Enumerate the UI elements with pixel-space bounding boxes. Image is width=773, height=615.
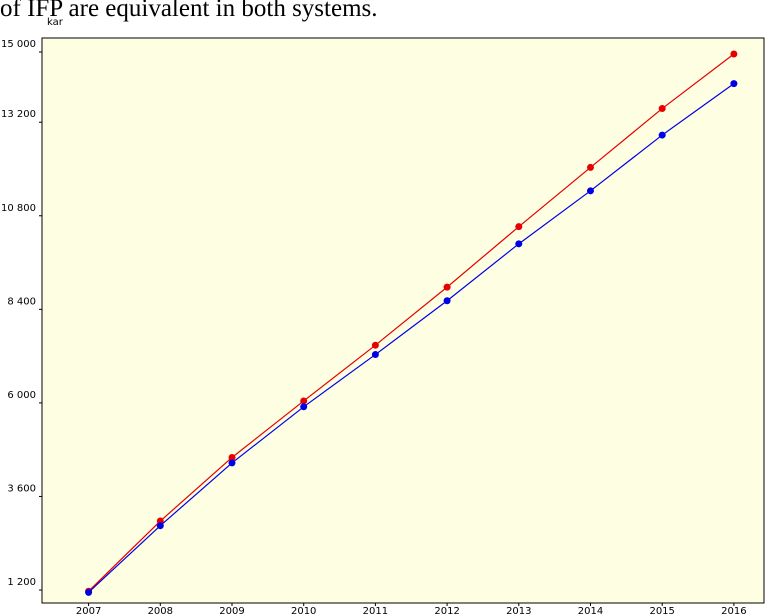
x-tick-label: 2012 xyxy=(434,606,459,615)
y-tick-label: 3 600 xyxy=(7,483,36,494)
point xyxy=(300,403,308,411)
plot-area xyxy=(41,37,765,604)
point xyxy=(228,453,236,461)
point xyxy=(658,105,666,113)
x-tick-label: 2011 xyxy=(363,606,388,615)
series-line xyxy=(88,53,735,592)
x-tick-label: 2016 xyxy=(721,606,746,615)
point xyxy=(658,131,666,139)
x-tick-label: 2010 xyxy=(291,606,316,615)
y-tick-label: 10 800 xyxy=(1,203,36,214)
y-tick-label: 6 000 xyxy=(7,390,36,401)
point xyxy=(586,187,594,195)
point xyxy=(730,80,738,88)
y-tick-label: 8 400 xyxy=(7,296,36,307)
point xyxy=(515,240,523,248)
series-line xyxy=(88,83,735,593)
point xyxy=(300,397,308,405)
y-tick-label: 13 200 xyxy=(1,109,36,120)
point xyxy=(85,588,93,596)
y-tick-label: 1 200 xyxy=(7,577,36,588)
point xyxy=(156,522,164,530)
x-tick-label: 2009 xyxy=(219,606,244,615)
x-tick-label: 2014 xyxy=(578,606,603,615)
point xyxy=(443,283,451,291)
point xyxy=(371,351,379,359)
x-tick-label: 2007 xyxy=(76,606,101,615)
point xyxy=(443,297,451,305)
point xyxy=(586,163,594,171)
point xyxy=(371,341,379,349)
y-tick-label: 15 000 xyxy=(1,39,36,50)
x-tick-label: 2015 xyxy=(649,606,674,615)
point xyxy=(228,459,236,467)
point xyxy=(515,223,523,231)
x-tick-label: 2013 xyxy=(506,606,531,615)
point xyxy=(730,50,738,58)
caption: of IFP are equivalent in both systems. xyxy=(0,0,378,22)
y-axis-label: kar xyxy=(47,17,64,28)
x-tick-label: 2008 xyxy=(148,606,173,615)
